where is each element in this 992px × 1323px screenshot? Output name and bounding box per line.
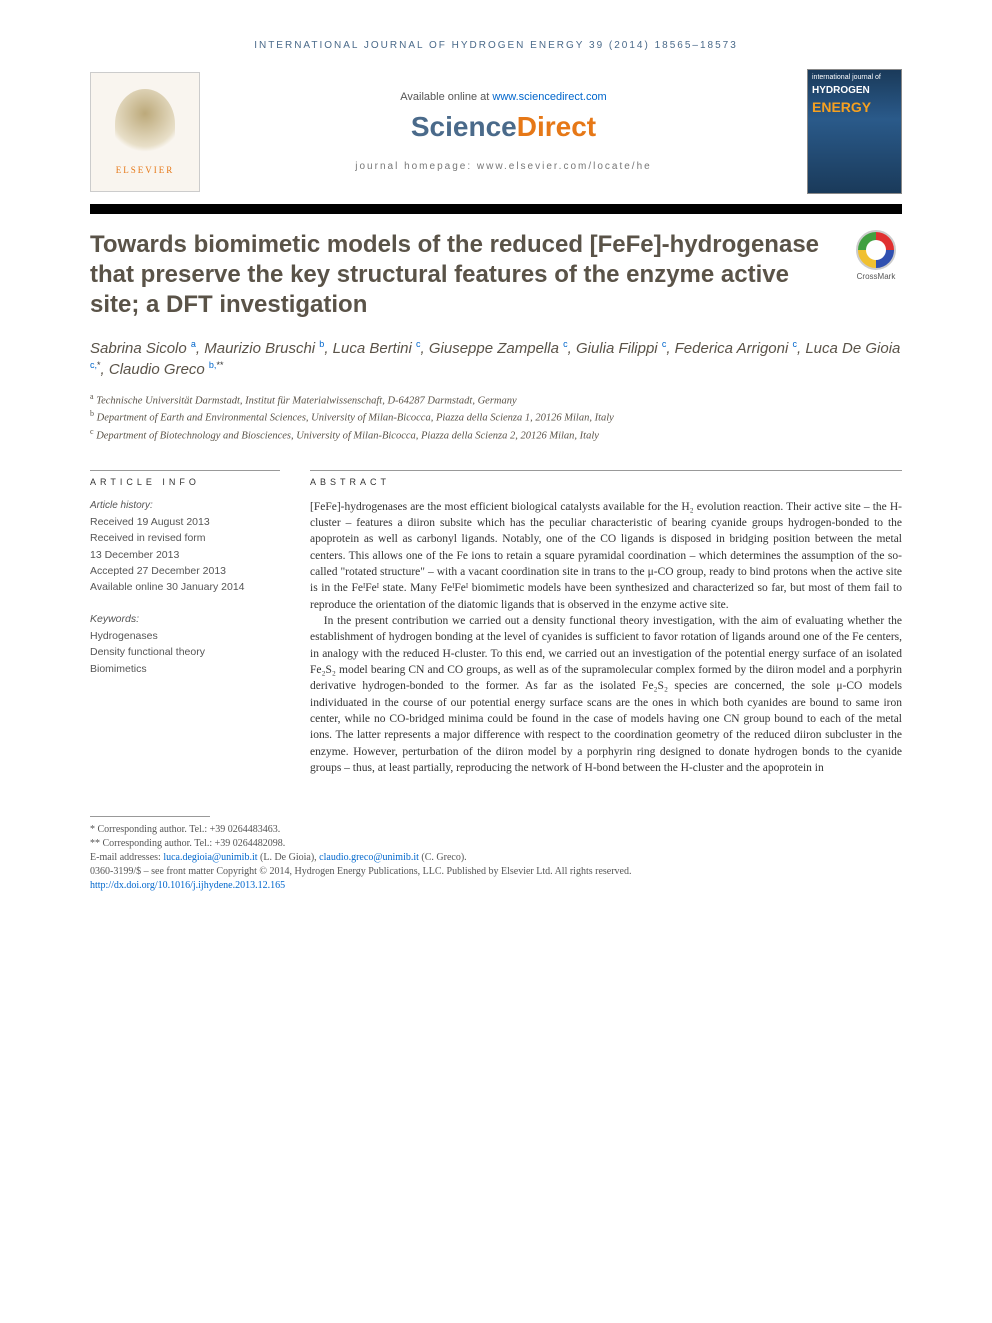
affiliations: a Technische Universität Darmstadt, Inst… xyxy=(90,391,902,444)
sd-word-1: Science xyxy=(411,111,517,142)
email-link-1[interactable]: luca.degioia@unimib.it xyxy=(163,852,257,863)
elsevier-logo[interactable]: ELSEVIER xyxy=(90,72,200,192)
abstract-heading: ABSTRACT xyxy=(310,470,902,487)
available-online-line: Available online at www.sciencedirect.co… xyxy=(220,91,787,103)
affiliation: a Technische Universität Darmstadt, Inst… xyxy=(90,391,902,409)
header-block: ELSEVIER Available online at www.science… xyxy=(90,69,902,194)
footnotes: * Corresponding author. Tel.: +39 026448… xyxy=(90,823,902,893)
history-line: 13 December 2013 xyxy=(90,548,280,562)
crossmark-badge[interactable]: CrossMark xyxy=(850,230,902,281)
abstract-column: ABSTRACT [FeFe]-hydrogenases are the mos… xyxy=(310,470,902,777)
running-head: INTERNATIONAL JOURNAL OF HYDROGEN ENERGY… xyxy=(90,40,902,51)
header-center: Available online at www.sciencedirect.co… xyxy=(220,91,787,172)
article-info-heading: ARTICLE INFO xyxy=(90,470,280,487)
doi-link[interactable]: http://dx.doi.org/10.1016/j.ijhydene.201… xyxy=(90,880,285,891)
article-info-column: ARTICLE INFO Article history: Received 1… xyxy=(90,470,280,777)
journal-homepage-line: journal homepage: www.elsevier.com/locat… xyxy=(220,161,787,172)
email-link-2[interactable]: claudio.greco@unimib.it xyxy=(319,852,419,863)
publisher-name: ELSEVIER xyxy=(116,165,175,175)
history-line: Accepted 27 December 2013 xyxy=(90,564,280,578)
history-line: Received 19 August 2013 xyxy=(90,515,280,529)
journal-cover-thumbnail[interactable]: international journal of HYDROGEN ENERGY xyxy=(807,69,902,194)
keyword: Hydrogenases xyxy=(90,629,280,643)
crossmark-icon xyxy=(856,230,896,270)
affiliation: c Department of Biotechnology and Biosci… xyxy=(90,426,902,444)
history-line: Available online 30 January 2014 xyxy=(90,580,280,594)
issn-copyright-line: 0360-3199/$ – see front matter Copyright… xyxy=(90,865,902,879)
footnote-separator xyxy=(90,816,210,817)
article-title: Towards biomimetic models of the reduced… xyxy=(90,230,830,320)
author-list: Sabrina Sicolo a, Maurizio Bruschi b, Lu… xyxy=(90,338,902,381)
sd-word-2: Direct xyxy=(517,111,596,142)
keyword: Biomimetics xyxy=(90,662,280,676)
cover-title-1: HYDROGEN xyxy=(812,85,897,96)
available-prefix: Available online at xyxy=(400,91,492,103)
affiliation: b Department of Earth and Environmental … xyxy=(90,408,902,426)
corresponding-author-2: ** Corresponding author. Tel.: +39 02644… xyxy=(90,837,902,851)
history-line: Received in revised form xyxy=(90,531,280,545)
info-abstract-row: ARTICLE INFO Article history: Received 1… xyxy=(90,470,902,777)
email-line: E-mail addresses: luca.degioia@unimib.it… xyxy=(90,851,902,865)
keyword: Density functional theory xyxy=(90,645,280,659)
abstract-paragraph: [FeFe]-hydrogenases are the most efficie… xyxy=(310,499,902,613)
abstract-paragraph: In the present contribution we carried o… xyxy=(310,613,902,776)
elsevier-tree-icon xyxy=(115,89,175,159)
crossmark-label: CrossMark xyxy=(857,272,896,281)
divider-bar xyxy=(90,204,902,214)
corresponding-author-1: * Corresponding author. Tel.: +39 026448… xyxy=(90,823,902,837)
history-label: Article history: xyxy=(90,499,280,513)
cover-small-text: international journal of xyxy=(812,74,897,81)
title-row: Towards biomimetic models of the reduced… xyxy=(90,230,902,320)
keywords-label: Keywords: xyxy=(90,612,280,626)
sciencedirect-logo[interactable]: ScienceDirect xyxy=(220,111,787,143)
sciencedirect-link[interactable]: www.sciencedirect.com xyxy=(492,91,606,103)
cover-title-2: ENERGY xyxy=(812,100,897,115)
